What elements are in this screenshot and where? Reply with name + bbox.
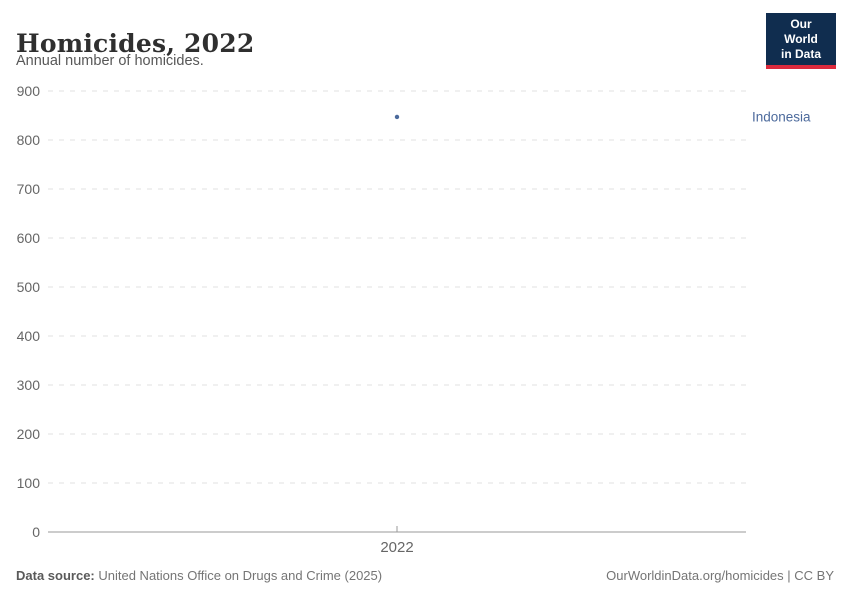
y-tick-label: 700: [17, 181, 41, 197]
x-tick-label: 2022: [380, 539, 413, 556]
y-tick-label: 200: [17, 426, 41, 442]
y-tick-label: 300: [17, 377, 41, 393]
y-tick-label: 0: [32, 524, 40, 540]
chart-subtitle: Annual number of homicides.: [16, 53, 204, 69]
data-source-line: Data source: United Nations Office on Dr…: [16, 568, 382, 583]
owid-logo-line1: Our World: [784, 17, 818, 46]
y-tick-label: 900: [17, 83, 41, 99]
owid-logo-line2: in Data: [780, 47, 821, 61]
entity-label-indonesia[interactable]: Indonesia: [752, 109, 811, 124]
y-tick-label: 100: [17, 475, 41, 491]
chart-footer: Data source: United Nations Office on Dr…: [16, 568, 834, 583]
owid-logo[interactable]: Our World in Data: [766, 13, 836, 69]
y-tick-label: 600: [17, 230, 41, 246]
data-source-label: Data source:: [16, 568, 95, 583]
data-source-text: United Nations Office on Drugs and Crime…: [94, 568, 383, 583]
credit-link[interactable]: OurWorldinData.org/homicides | CC BY: [606, 568, 834, 583]
y-tick-label: 800: [17, 132, 41, 148]
y-tick-label: 400: [17, 328, 41, 344]
data-point-indonesia[interactable]: [394, 114, 400, 120]
y-tick-label: 500: [17, 279, 41, 295]
chart-title: Homicides, 2022: [16, 28, 255, 58]
